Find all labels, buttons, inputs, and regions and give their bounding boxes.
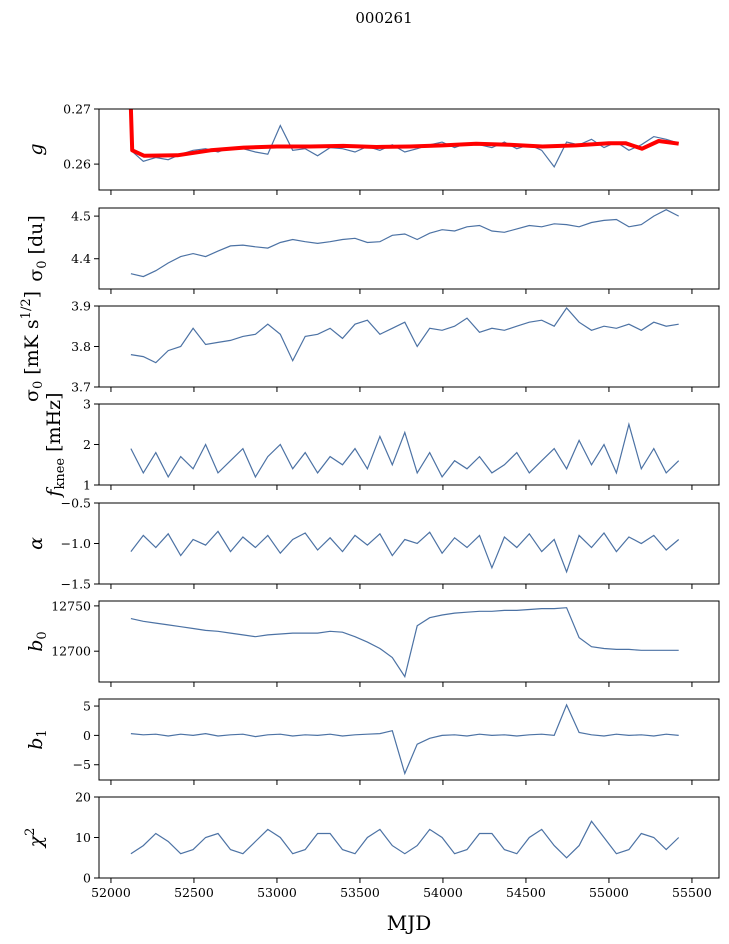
ylabel-unit: [mHz]: [43, 392, 65, 457]
ylabel-symbol: α: [25, 537, 47, 550]
chart-title: 000261: [355, 9, 412, 27]
x-tick-label: 54000: [423, 885, 463, 900]
ylabel-unit: [du]: [25, 215, 47, 260]
ylabel-symbol: g: [25, 143, 47, 155]
y-tick-label: 3.8: [71, 339, 91, 354]
y-tick-label: 10: [75, 830, 91, 845]
ylabel-superscript: 2: [23, 828, 38, 836]
y-axis-label-b1: b1: [25, 729, 50, 749]
y-tick-label: 0.27: [63, 102, 91, 117]
y-tick-label: 2: [83, 437, 91, 452]
panel-sigma0-mk: 3.7 3.8 3.9 σ0 [mK s1/2]: [19, 291, 720, 402]
ylabel-unit: [mK s: [21, 319, 43, 380]
axes-frame: [98, 698, 720, 781]
ylabel-subscript: 0: [35, 261, 50, 269]
x-tick-label: 55500: [672, 885, 712, 900]
ylabel-symbol: f: [43, 487, 65, 499]
axes-frame: [98, 108, 720, 191]
panel-b1: −5 0 5 b1: [25, 698, 720, 785]
ylabel-symbol: χ: [25, 834, 47, 849]
axes-frame: [98, 305, 720, 388]
y-axis-label-b0: b0: [25, 631, 50, 651]
series-line-chi2: [130, 820, 680, 859]
ylabel-subscript: 0: [31, 381, 46, 389]
ylabel-unit-end: ]: [21, 291, 43, 298]
x-tick-label: 53500: [340, 885, 380, 900]
y-tick-label: −0.5: [61, 496, 91, 511]
y-tick-label: −5: [73, 757, 91, 772]
ylabel-symbol: b: [25, 738, 47, 750]
y-tick-label: 0.26: [63, 157, 91, 172]
y-axis-label-chi2: χ2: [23, 828, 47, 850]
axes-frame: [98, 502, 720, 585]
y-tick-label: 12750: [51, 598, 91, 613]
y-tick-label: 12700: [51, 644, 91, 659]
panel-alpha: −1.5 −1.0 −0.5 α: [25, 496, 720, 592]
y-tick-label: 4.4: [71, 251, 91, 266]
y-tick-label: −1.0: [61, 536, 91, 551]
y-axis-label-g: g: [25, 143, 47, 155]
ylabel-subscript: 0: [35, 631, 50, 639]
ylabel-symbol: σ: [21, 389, 43, 402]
ylabel-subscript: knee: [53, 458, 68, 490]
x-tick-label: 52000: [91, 885, 131, 900]
x-axis-label: MJD: [387, 911, 432, 935]
panel-sigma0-du: 4.4 4.5 σ0 [du]: [25, 207, 720, 294]
panel-b0: 12700 12750 b0: [25, 598, 720, 687]
axes-frame: [98, 796, 720, 879]
y-axis-label-alpha: α: [25, 537, 47, 550]
y-axis-label-sigma0-mk: σ0 [mK s1/2]: [19, 291, 46, 402]
fit-line-g: [128, 109, 679, 158]
y-axis-label-fknee: fknee [mHz]: [43, 392, 68, 498]
y-tick-label: 0: [83, 728, 91, 743]
ylabel-symbol: σ: [25, 269, 47, 282]
y-tick-label: 0: [83, 871, 91, 886]
y-tick-label: 1: [83, 478, 91, 493]
series-line-b1: [130, 703, 679, 776]
x-tick-label: 53000: [257, 885, 297, 900]
series-line-alpha: [130, 530, 680, 574]
y-tick-label: 20: [75, 790, 91, 805]
y-tick-label: −1.5: [61, 577, 91, 592]
panel-chi2: 0 10 20 52000 52500 53000 53500 54000 54500 55000…: [23, 790, 720, 900]
axes-frame: [98, 207, 720, 290]
series-line-sigma0-mk: [130, 307, 679, 364]
y-tick-label: 4.5: [71, 209, 91, 224]
y-tick-label: 3: [83, 397, 91, 412]
panel-fknee: 1 2 3 fknee [mHz]: [43, 392, 720, 499]
x-tick-label: 52500: [174, 885, 214, 900]
ylabel-symbol: b: [25, 640, 47, 652]
series-line-sigma0-du: [130, 209, 679, 278]
y-tick-label: 3.9: [71, 299, 91, 314]
x-tick-label: 55000: [589, 885, 629, 900]
y-axis-label-sigma0-du: σ0 [du]: [25, 215, 50, 282]
series-line-fknee: [130, 421, 680, 479]
ylabel-superscript: 1/2: [19, 298, 34, 319]
y-tick-label: 5: [83, 699, 91, 714]
x-tick-label: 54500: [506, 885, 546, 900]
ylabel-subscript: 1: [35, 729, 50, 737]
panel-g: 0.26 0.27 g: [25, 102, 720, 195]
series-line-b0: [130, 607, 679, 679]
y-tick-label: 3.7: [71, 380, 91, 395]
axes-frame: [98, 600, 720, 683]
